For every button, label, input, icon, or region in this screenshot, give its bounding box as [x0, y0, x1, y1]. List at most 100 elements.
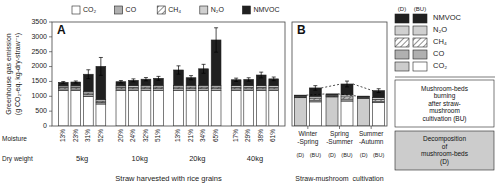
chart: 050010001500200025003000350013%23%31%52%… — [0, 0, 500, 195]
bar-segment — [326, 95, 338, 97]
x-tick-label: (D) — [360, 152, 368, 158]
bar-segment — [309, 102, 321, 126]
bar-segment — [199, 91, 209, 126]
bar-segment — [358, 96, 370, 98]
text-line: -Spring — [297, 138, 318, 146]
annotation-box — [395, 80, 494, 127]
text-line: (g CO₂-eq. kg-dry-straw⁻¹) — [14, 33, 22, 115]
error-cap — [234, 81, 238, 82]
legend-label: NMVOC — [433, 13, 462, 22]
group-label: 10kg — [132, 154, 148, 163]
x-tick-label: 34% — [199, 129, 206, 142]
x-tick — [307, 126, 308, 129]
plot-area — [58, 28, 278, 126]
error-bar — [119, 81, 123, 83]
error-line — [347, 81, 348, 87]
annotation: Decompositionofmushroom-beds(D) — [421, 135, 469, 166]
error-cap — [86, 69, 90, 70]
x-tick-label: 20% — [117, 129, 124, 142]
x-tick-label: (D) — [328, 152, 336, 158]
error-cap — [345, 86, 349, 87]
bar-segment — [141, 91, 151, 126]
error-line — [378, 89, 379, 93]
error-bar — [177, 66, 181, 74]
panel-title: A — [57, 23, 66, 37]
error-bar — [202, 64, 206, 73]
error-bar — [189, 76, 193, 80]
connector — [321, 84, 341, 88]
legend-swatch — [413, 50, 427, 59]
y-tick-label: 1000 — [31, 92, 47, 99]
bar-segment — [174, 91, 184, 126]
bar-segment — [341, 101, 353, 126]
error-cap — [144, 80, 148, 81]
error-cap — [61, 83, 65, 84]
legend-divider — [395, 77, 495, 78]
panel-title: B — [297, 23, 306, 37]
y-tick — [49, 111, 52, 112]
bar-segment — [358, 97, 370, 99]
text-line: -Autumn — [359, 138, 384, 145]
y-tick-label: 3000 — [31, 33, 47, 40]
error-line — [248, 78, 249, 81]
x-tick — [371, 126, 372, 129]
plot-area — [294, 81, 384, 126]
error-bar — [377, 89, 381, 93]
bar-segment — [326, 97, 338, 126]
error-line — [261, 72, 262, 78]
error-bar — [86, 70, 90, 79]
group-label: 5kg — [76, 154, 88, 163]
y-tick-label: 1500 — [31, 77, 47, 84]
x-tick-label: (D) — [297, 152, 305, 158]
legend-swatch — [395, 14, 409, 23]
legend-swatch — [200, 6, 208, 14]
error-cap — [247, 77, 251, 78]
text-line: (D) — [440, 157, 449, 165]
bar-segment — [96, 104, 106, 126]
group-label: 40kg — [247, 154, 263, 163]
error-bar — [234, 78, 238, 81]
y-tick — [49, 81, 52, 82]
connector — [353, 84, 373, 91]
x-tick-label: 13% — [59, 129, 66, 142]
x-tick-label: 23% — [72, 129, 79, 142]
bar-segment — [294, 97, 306, 99]
error-bar — [313, 86, 317, 91]
error-cap — [234, 78, 238, 79]
error-cap — [156, 80, 160, 81]
legend-swatch — [395, 62, 409, 71]
x-tick-label: 51% — [154, 129, 161, 142]
error-bar — [144, 78, 148, 81]
error-cap — [177, 65, 181, 66]
error-line — [145, 78, 146, 81]
text-line: mushroom-beds — [421, 150, 469, 157]
legend-swatch — [413, 14, 427, 23]
error-cap — [259, 77, 263, 78]
error-line — [133, 79, 134, 82]
y-tick — [49, 66, 52, 67]
bar-segment — [58, 91, 68, 126]
error-bar — [259, 72, 263, 78]
row-label: Moisture — [2, 135, 27, 142]
error-line — [178, 66, 179, 74]
error-cap — [144, 77, 148, 78]
legend-swatch — [115, 6, 123, 14]
error-cap — [377, 92, 381, 93]
text-line: Spring — [330, 130, 349, 138]
text-line: cultivation (BU) — [422, 114, 466, 122]
legend-swatch — [413, 38, 427, 47]
error-cap — [177, 74, 181, 75]
x-tick-label: 24% — [129, 129, 136, 142]
error-cap — [119, 82, 123, 83]
x-tick-label: 13% — [174, 129, 181, 142]
bar-segment — [231, 91, 241, 126]
text-line: Mushroom-beds — [421, 84, 469, 91]
error-line — [88, 70, 89, 79]
legend-label: NMVOC — [253, 6, 279, 13]
x-tick-label: 21% — [187, 129, 194, 142]
text-line: after straw- — [428, 99, 461, 106]
error-bar — [272, 77, 276, 81]
x-tick-label: 31% — [84, 129, 91, 142]
error-cap — [119, 80, 123, 81]
legend-label: CO₂ — [83, 6, 97, 13]
